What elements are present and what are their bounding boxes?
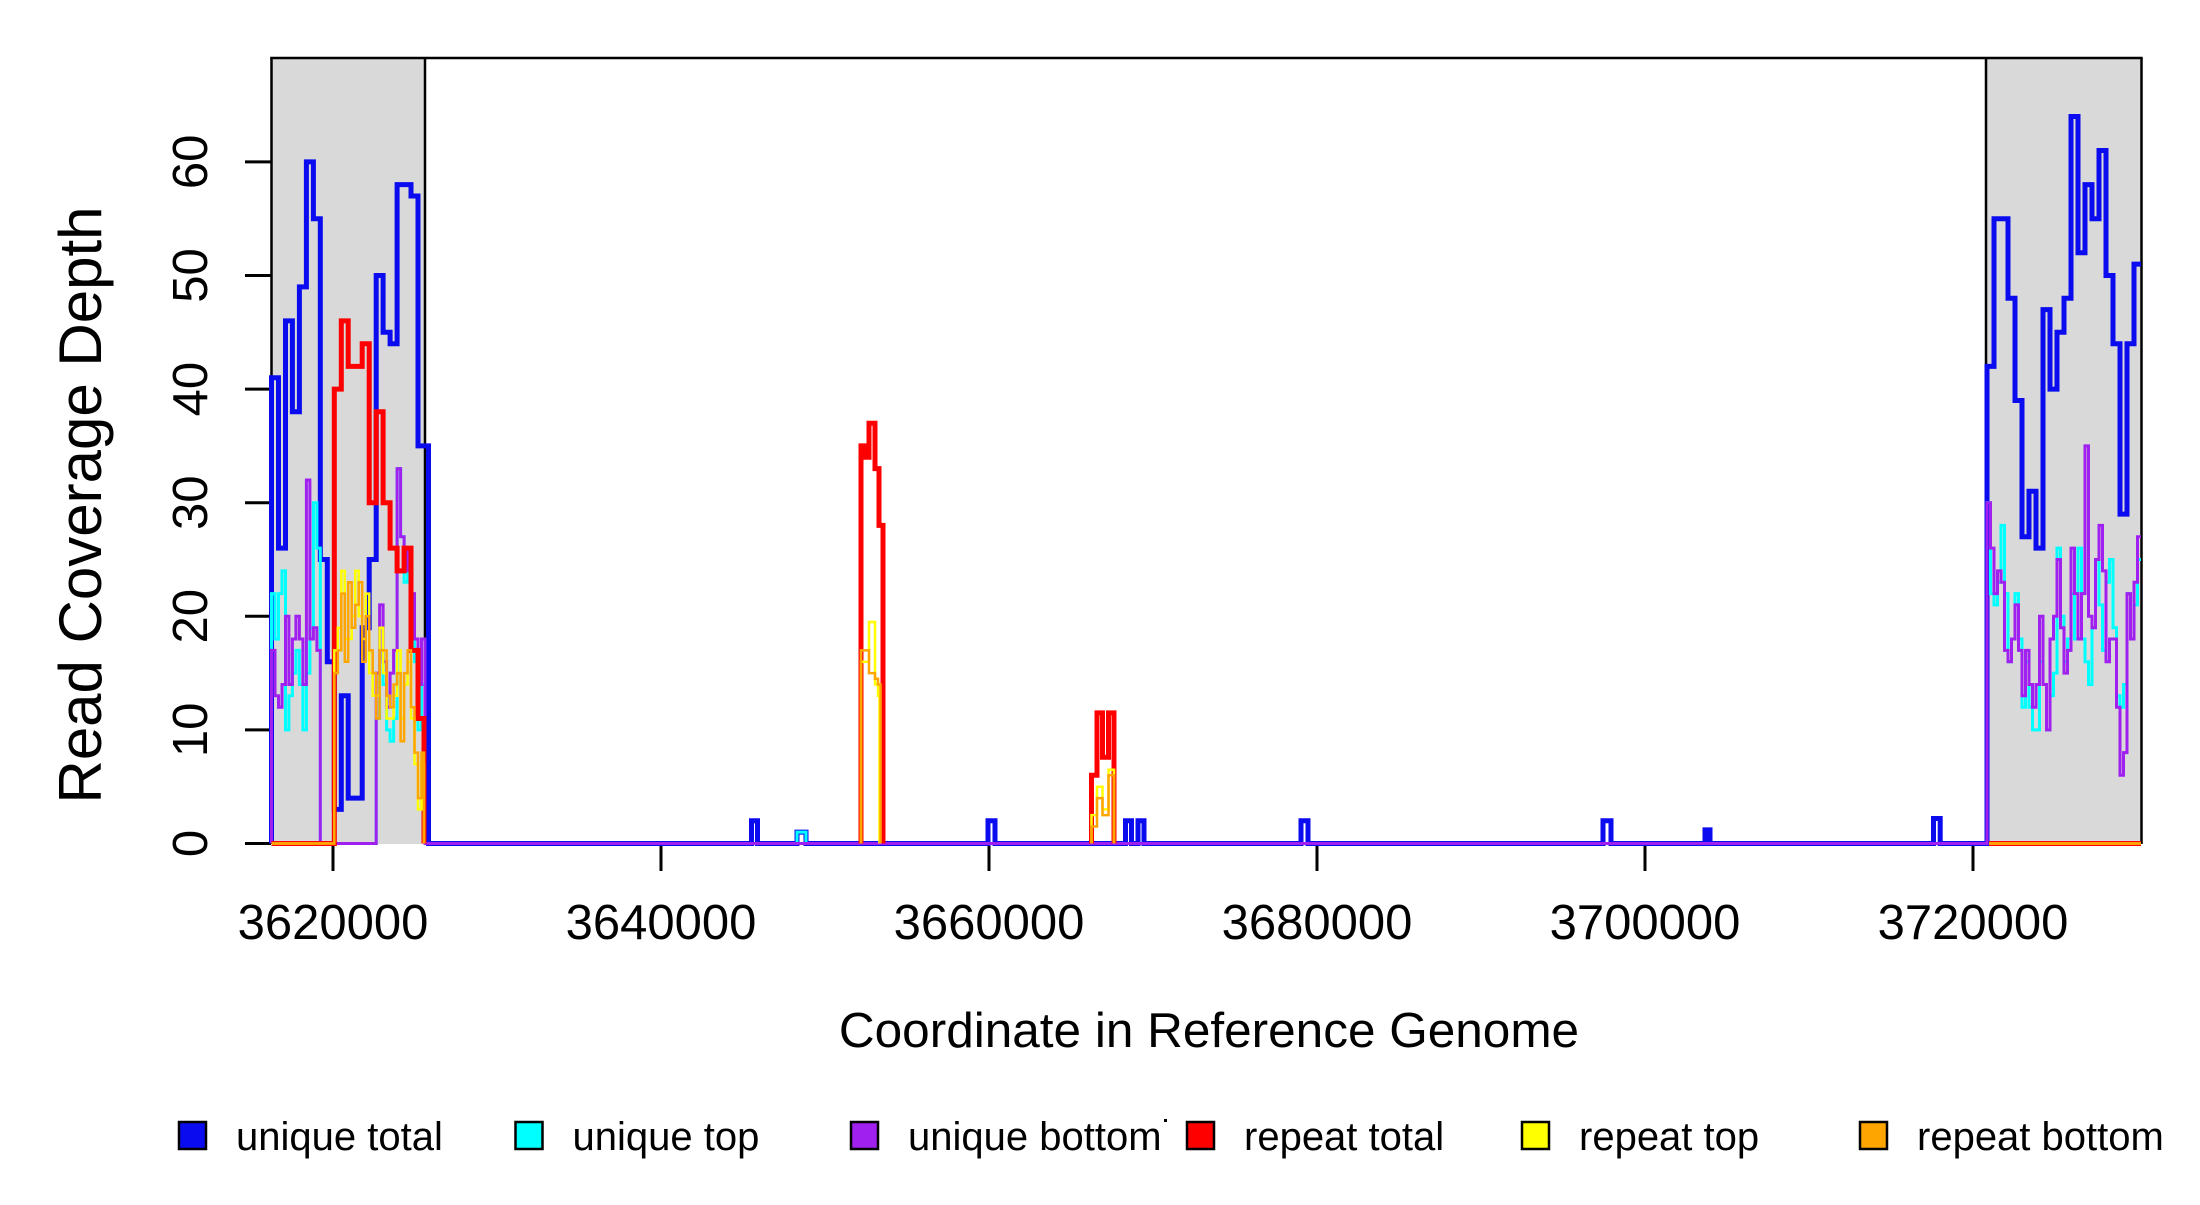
svg-text:10: 10 [164,703,218,758]
svg-text:3640000: 3640000 [566,896,757,950]
svg-text:Coordinate in Reference Genome: Coordinate in Reference Genome [839,1003,1579,1058]
svg-text:3720000: 3720000 [1878,896,2069,950]
svg-text:Read Coverage Depth: Read Coverage Depth [47,206,114,803]
svg-text:0: 0 [164,830,218,857]
svg-text:repeat total: repeat total [1244,1115,1444,1159]
svg-text:unique top: unique top [573,1115,760,1159]
svg-text:3680000: 3680000 [1222,896,1413,950]
svg-text:20: 20 [164,589,218,644]
svg-text:40: 40 [164,362,218,417]
svg-text:unique total: unique total [236,1115,443,1159]
svg-text:repeat top: repeat top [1579,1115,1759,1159]
svg-text:3700000: 3700000 [1550,896,1741,950]
svg-text:30: 30 [164,475,218,530]
svg-text:repeat bottom: repeat bottom [1917,1115,2164,1159]
svg-text:unique bottom: unique bottom [908,1115,1162,1159]
svg-text:3620000: 3620000 [238,896,429,950]
svg-text:60: 60 [164,135,218,190]
svg-text:3660000: 3660000 [894,896,1085,950]
svg-text:50: 50 [164,248,218,303]
